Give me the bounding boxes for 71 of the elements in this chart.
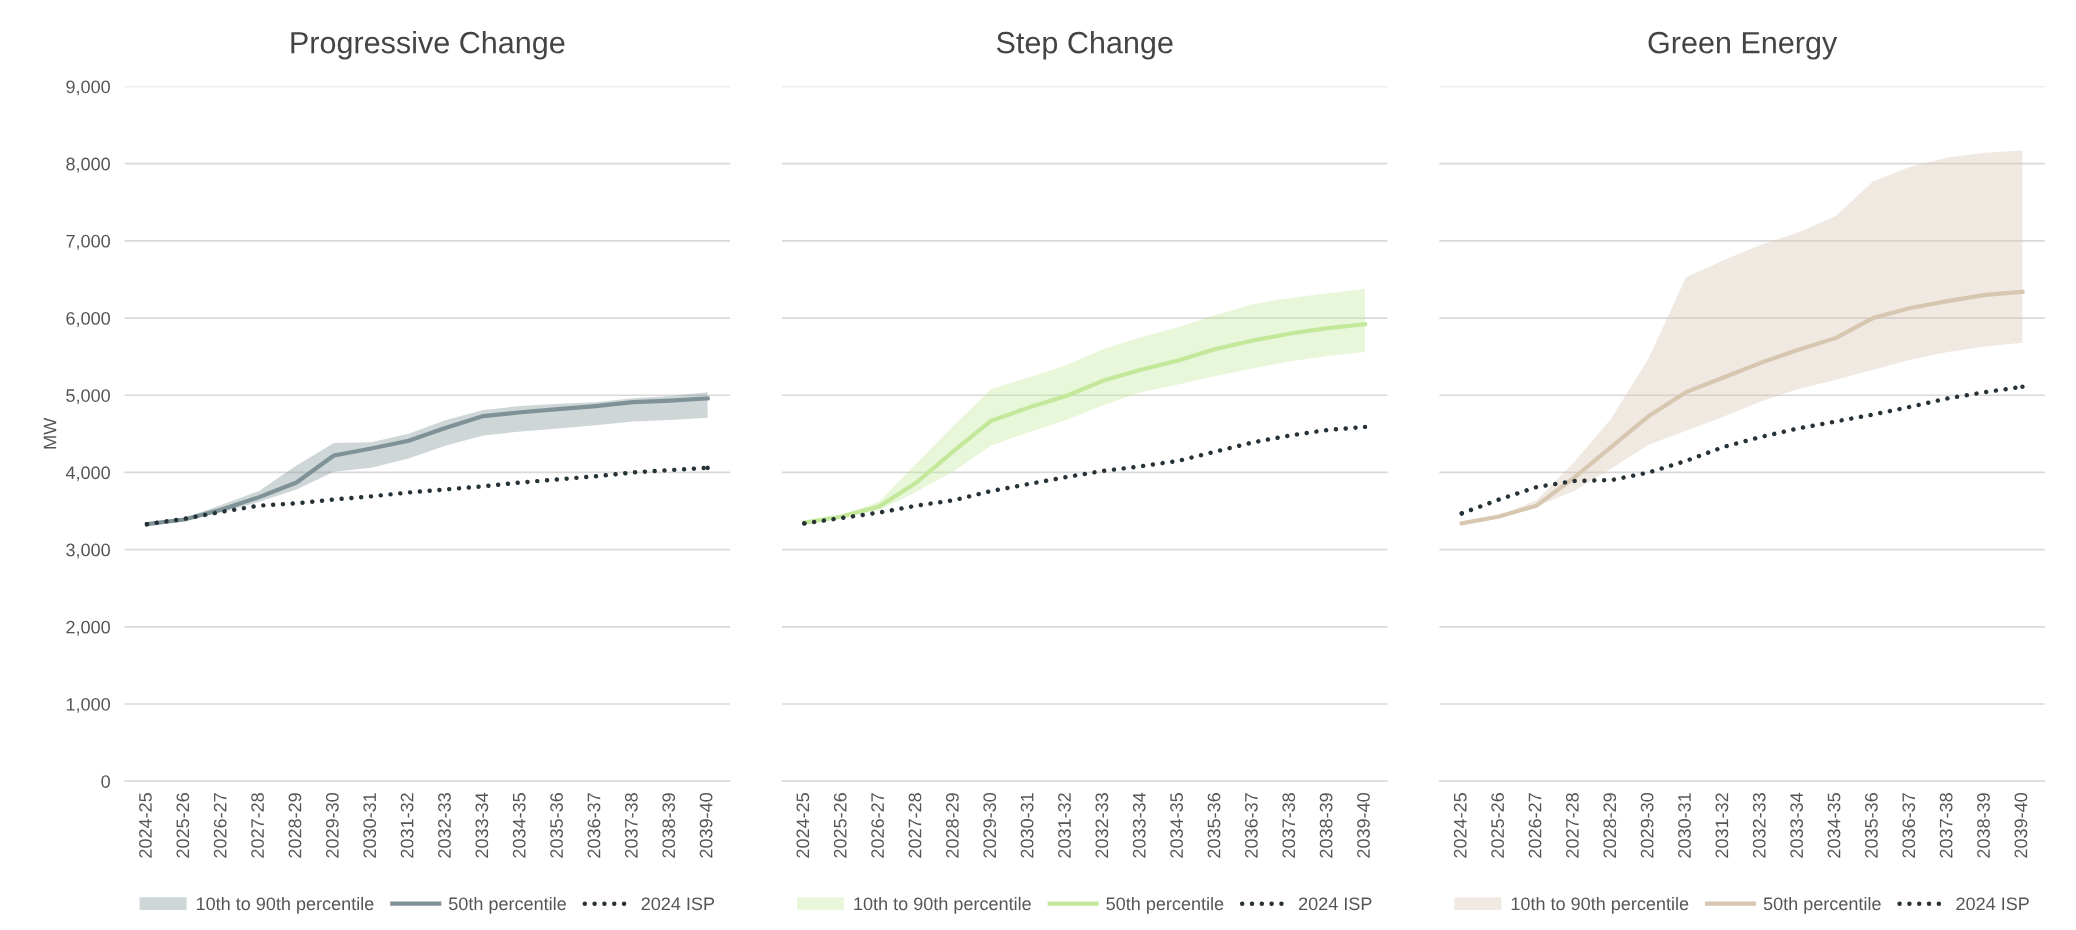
legend-label: 50th percentile (448, 896, 566, 914)
x-tick-label: 2028-29 (288, 793, 302, 858)
y-axis-title: MW (43, 417, 57, 449)
x-tick-label: 2037-38 (1282, 793, 1296, 858)
x-tick-label: 2026-27 (213, 793, 227, 858)
x-tick-label: 2038-39 (1319, 793, 1333, 858)
legend-label: 50th percentile (1763, 896, 1881, 914)
x-tick-label: 2026-27 (1528, 793, 1542, 858)
x-tick-label: 2033-34 (475, 792, 489, 858)
x-tick-label: 2036-37 (587, 793, 601, 858)
y-tick-label: 0 (101, 775, 110, 788)
x-tick-label: 2029-30 (325, 793, 339, 858)
chart-title: Green Energy (1648, 31, 1838, 60)
x-tick-label: 2031-32 (1715, 793, 1729, 858)
legend-label: 2024 ISP (1956, 897, 2029, 911)
legend-label: 2024 ISP (641, 897, 715, 911)
x-tick-label: 2035-36 (1207, 793, 1221, 858)
x-tick-label: 2024-25 (1453, 793, 1467, 858)
legend-label: 2024 ISP (1299, 897, 1372, 911)
x-tick-label: 2033-34 (1132, 792, 1146, 858)
y-tick-label: 2,000 (66, 620, 110, 636)
x-tick-label: 2032-33 (1752, 793, 1766, 858)
x-tick-label: 2030-31 (1020, 793, 1034, 858)
x-tick-label: 2034-35 (512, 793, 526, 858)
x-tick-label: 2038-39 (1977, 793, 1990, 858)
y-tick-label: 8,000 (66, 157, 110, 173)
x-tick-label: 2032-33 (438, 793, 451, 858)
chart-title: Progressive Change (291, 31, 565, 60)
x-tick-label: 2039-40 (699, 793, 713, 858)
x-tick-label: 2036-37 (1902, 793, 1916, 858)
x-tick-label: 2038-39 (662, 793, 676, 858)
x-tick-label: 2027-28 (1565, 793, 1579, 858)
x-tick-label: 2028-29 (1603, 793, 1617, 858)
y-tick-label: 4,000 (65, 466, 110, 482)
x-tick-label: 2024-25 (796, 793, 810, 858)
x-tick-label: 2033-34 (1790, 792, 1804, 858)
x-tick-label: 2037-38 (1939, 793, 1953, 858)
y-tick-label: 7,000 (66, 234, 110, 250)
x-tick-label: 2025-26 (833, 793, 847, 858)
x-tick-label: 2027-28 (251, 793, 264, 858)
x-tick-label: 2027-28 (908, 793, 922, 858)
x-tick-label: 2026-27 (871, 793, 884, 858)
x-tick-label: 2029-30 (1640, 793, 1654, 858)
x-tick-label: 2035-36 (1864, 793, 1878, 858)
y-tick-label: 5,000 (66, 389, 110, 405)
y-tick-label: 3,000 (66, 543, 110, 559)
x-tick-label: 2036-37 (1244, 793, 1258, 858)
x-tick-label: 2031-32 (1058, 793, 1071, 858)
x-tick-label: 2028-29 (945, 793, 959, 858)
x-tick-label: 2037-38 (624, 793, 638, 858)
x-tick-label: 2025-26 (1491, 793, 1505, 858)
legend-label: 50th percentile (1106, 896, 1224, 914)
x-tick-label: 2031-32 (400, 793, 414, 858)
text: 10th to 90th percentile (854, 896, 1031, 914)
x-tick-label: 2039-40 (1357, 793, 1370, 858)
x-tick-label: 2030-31 (363, 793, 377, 858)
x-tick-label: 2032-33 (1095, 793, 1109, 858)
y-tick-label: 1,000 (66, 697, 110, 713)
x-tick-label: 2024-25 (139, 793, 152, 858)
y-tick-label: 9,000 (66, 80, 110, 96)
x-tick-label: 2029-30 (983, 793, 997, 858)
x-tick-label: 2035-36 (550, 793, 563, 858)
text: 10th to 90th percentile (1511, 896, 1689, 914)
x-tick-label: 2030-31 (1678, 793, 1691, 858)
x-tick-label: 2039-40 (2014, 793, 2028, 858)
chart-title: Step Change (996, 31, 1173, 60)
text: 10th to 90th percentile (196, 896, 374, 914)
x-tick-label: 2034-35 (1170, 793, 1183, 858)
y-tick-label: 6,000 (66, 311, 110, 327)
x-tick-label: 2025-26 (176, 793, 190, 858)
x-tick-label: 2034-35 (1827, 793, 1841, 858)
